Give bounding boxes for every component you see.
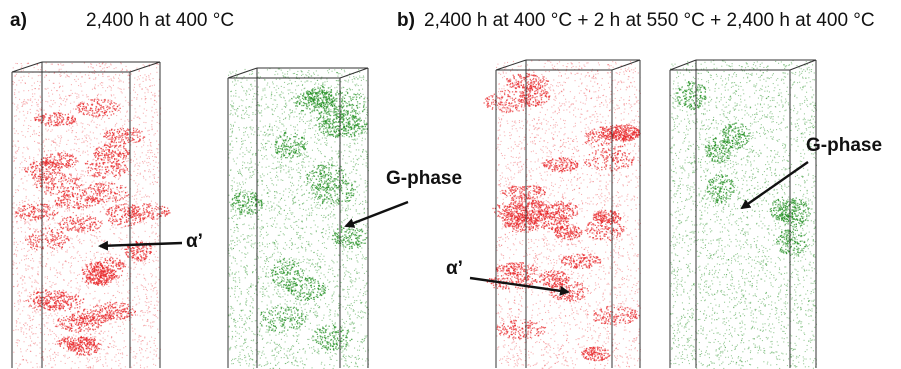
panel-b-gphase-map — [669, 59, 817, 369]
panel-a-alpha-arrow — [98, 240, 183, 251]
panel-b-letter: b) — [397, 10, 415, 32]
panel-a-condition: 2,400 h at 400 °C — [86, 10, 234, 32]
panel-b-alpha-label: α’ — [446, 258, 463, 280]
panel-a-gphase-map — [227, 67, 369, 369]
panel-b-alpha-map — [483, 59, 641, 369]
panel-a-alpha-label: α’ — [186, 231, 203, 253]
panel-a-letter: a) — [10, 10, 27, 32]
panel-a-alpha-map — [11, 61, 171, 369]
panel-b-gphase-label: G-phase — [806, 135, 882, 157]
panel-b-alpha-arrow — [469, 276, 570, 296]
panel-a-gphase-arrow — [344, 200, 409, 228]
panel-a-gphase-label: G-phase — [386, 168, 462, 190]
panel-b-gphase-arrow — [740, 161, 809, 210]
panel-b-condition: 2,400 h at 400 °C + 2 h at 550 °C + 2,40… — [424, 10, 875, 32]
